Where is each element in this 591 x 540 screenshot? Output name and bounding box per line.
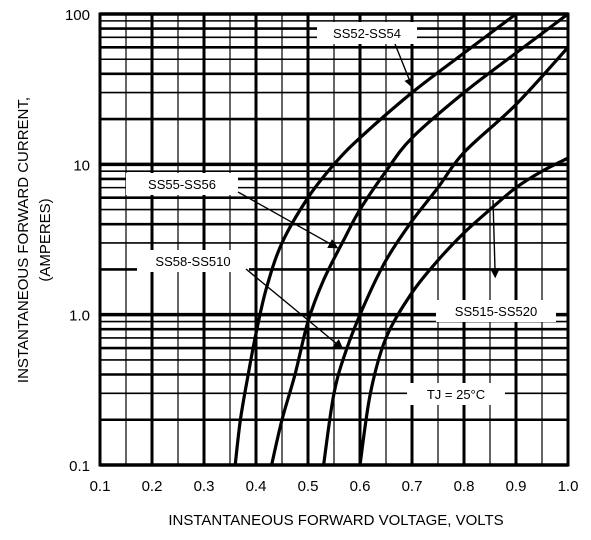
annotation-arrow bbox=[245, 268, 344, 350]
annotation-label: SS55-SS56 bbox=[148, 177, 216, 192]
y-tick-label: 0.1 bbox=[69, 458, 90, 475]
y-tick-label: 1.0 bbox=[69, 308, 90, 325]
x-tick-label: 0.9 bbox=[506, 478, 527, 495]
plot-frame bbox=[98, 12, 570, 467]
annotation-box bbox=[317, 22, 417, 44]
x-axis-title: INSTANTANEOUS FORWARD VOLTAGE, VOLTS bbox=[168, 512, 503, 529]
tick-labels: 0.1 0.2 0.3 0.4 0.5 0.6 0.7 0.8 0.9 1.0 0.1 1.0 10 10… bbox=[65, 7, 578, 495]
annotation-label: TJ = 25°C bbox=[427, 387, 485, 402]
annotation-label: SS515-SS520 bbox=[455, 304, 537, 319]
annotation-arrow bbox=[489, 199, 500, 279]
x-tick-label: 0.6 bbox=[350, 478, 371, 495]
series-curve-ss52-ss54 bbox=[233, 14, 517, 465]
annotation-box bbox=[436, 300, 556, 322]
annotation-arrow bbox=[394, 43, 414, 89]
x-tick-label: 0.3 bbox=[194, 478, 215, 495]
y-axis-title-line-2: (AMPERES) bbox=[37, 198, 54, 281]
annotation-label: SS58-SS510 bbox=[155, 254, 230, 269]
annotation-box bbox=[407, 383, 505, 405]
x-tick-label: 0.4 bbox=[246, 478, 267, 495]
series-curve-ss515-ss520 bbox=[358, 156, 568, 465]
annotation-layer: SS52-SS54 SS55-SS56 SS58-SS510 SS515-SS520 T… bbox=[126, 22, 556, 405]
y-axis-title-line-1: INSTANTANEOUS FORWARD CURRENT, bbox=[15, 97, 32, 383]
x-tick-label: 0.2 bbox=[142, 478, 163, 495]
x-tick-label: 0.8 bbox=[454, 478, 475, 495]
y-tick-label: 100 bbox=[65, 7, 90, 24]
x-tick-label: 0.7 bbox=[402, 478, 423, 495]
annotation-label: SS52-SS54 bbox=[333, 26, 401, 41]
annotation-arrow bbox=[237, 191, 339, 249]
series-curve-ss58-ss510 bbox=[322, 46, 568, 465]
series-curve-ss55-ss56 bbox=[270, 14, 568, 465]
y-tick-label: 10 bbox=[73, 157, 90, 174]
x-tick-label: 0.5 bbox=[298, 478, 319, 495]
series-layer bbox=[233, 14, 568, 465]
x-tick-label: 1.0 bbox=[558, 478, 579, 495]
annotation-box bbox=[126, 173, 238, 195]
annotation-box bbox=[137, 250, 249, 272]
x-tick-label: 0.1 bbox=[90, 478, 111, 495]
